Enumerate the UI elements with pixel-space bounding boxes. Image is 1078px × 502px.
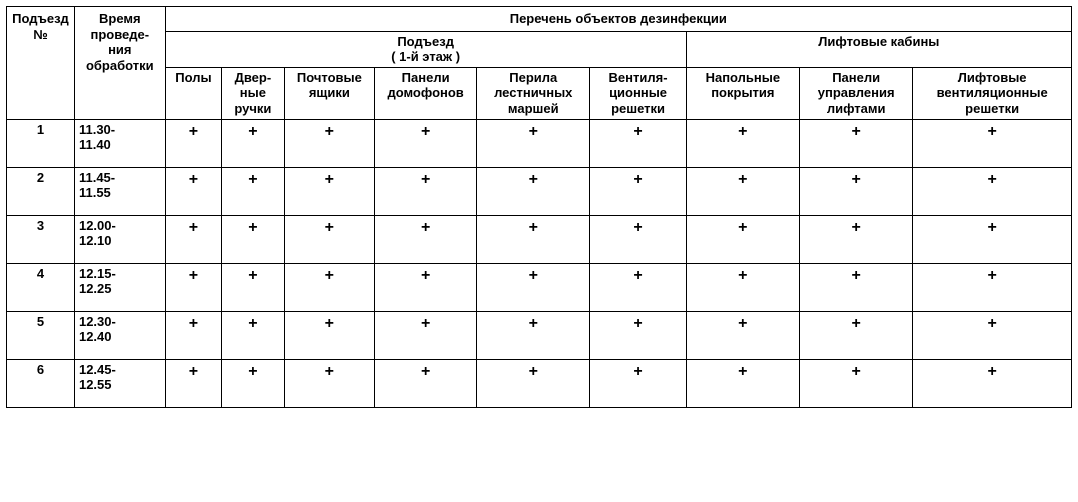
cell-check: + (222, 311, 284, 359)
cell-time: 12.15-12.25 (74, 263, 165, 311)
table-row: 612.45-12.55+++++++++ (7, 359, 1072, 407)
header-lift-section: Лифтовые кабины (686, 31, 1071, 67)
cell-entrance-no: 1 (7, 119, 75, 167)
cell-entrance-no: 4 (7, 263, 75, 311)
header-entrance-no: Подъезд № (7, 7, 75, 120)
header-lift-floor: Напольные покрытия (686, 67, 799, 119)
cell-check: + (590, 167, 686, 215)
cell-check: + (165, 119, 222, 167)
table-row: 111.30-11.40+++++++++ (7, 119, 1072, 167)
header-intercom-panels: Панели домофонов (375, 67, 477, 119)
cell-check: + (686, 215, 799, 263)
cell-check: + (477, 359, 590, 407)
table-body: 111.30-11.40+++++++++211.45-11.55+++++++… (7, 119, 1072, 407)
cell-check: + (913, 263, 1072, 311)
cell-check: + (590, 263, 686, 311)
cell-check: + (165, 167, 222, 215)
table-row: 211.45-11.55+++++++++ (7, 167, 1072, 215)
cell-check: + (800, 167, 913, 215)
cell-check: + (913, 311, 1072, 359)
cell-check: + (477, 215, 590, 263)
cell-check: + (913, 359, 1072, 407)
cell-entrance-no: 3 (7, 215, 75, 263)
cell-entrance-no: 2 (7, 167, 75, 215)
cell-check: + (222, 359, 284, 407)
header-vent-grids: Вентиля-ционные решетки (590, 67, 686, 119)
cell-check: + (800, 263, 913, 311)
cell-check: + (165, 263, 222, 311)
cell-check: + (375, 119, 477, 167)
cell-check: + (477, 311, 590, 359)
cell-check: + (800, 119, 913, 167)
cell-check: + (686, 119, 799, 167)
cell-check: + (222, 167, 284, 215)
cell-time: 12.30-12.40 (74, 311, 165, 359)
cell-check: + (800, 215, 913, 263)
cell-check: + (165, 215, 222, 263)
header-mailboxes: Почтовые ящики (284, 67, 375, 119)
table-header: Подъезд № Время проведе-ния обработки Пе… (7, 7, 1072, 120)
cell-time: 11.30-11.40 (74, 119, 165, 167)
cell-check: + (686, 311, 799, 359)
header-lift-vent: Лифтовые вентиляционные решетки (913, 67, 1072, 119)
cell-check: + (284, 167, 375, 215)
header-treatment-time: Время проведе-ния обработки (74, 7, 165, 120)
cell-check: + (800, 311, 913, 359)
cell-check: + (284, 263, 375, 311)
cell-check: + (477, 119, 590, 167)
cell-check: + (284, 119, 375, 167)
header-entrance-section: Подъезд( 1-й этаж ) (165, 31, 686, 67)
cell-check: + (913, 215, 1072, 263)
cell-check: + (477, 263, 590, 311)
cell-time: 12.45-12.55 (74, 359, 165, 407)
disinfection-schedule-table: Подъезд № Время проведе-ния обработки Пе… (6, 6, 1072, 408)
cell-check: + (375, 359, 477, 407)
cell-check: + (375, 311, 477, 359)
cell-check: + (913, 167, 1072, 215)
cell-entrance-no: 5 (7, 311, 75, 359)
cell-check: + (222, 119, 284, 167)
header-door-handles: Двер-ные ручки (222, 67, 284, 119)
cell-check: + (590, 359, 686, 407)
cell-check: + (686, 167, 799, 215)
table-row: 312.00-12.10+++++++++ (7, 215, 1072, 263)
cell-check: + (686, 263, 799, 311)
cell-check: + (222, 215, 284, 263)
cell-check: + (686, 359, 799, 407)
cell-check: + (222, 263, 284, 311)
cell-check: + (590, 119, 686, 167)
header-floors: Полы (165, 67, 222, 119)
cell-check: + (590, 215, 686, 263)
cell-check: + (913, 119, 1072, 167)
header-lift-panels: Панели управления лифтами (800, 67, 913, 119)
header-object-list: Перечень объектов дезинфекции (165, 7, 1071, 32)
table-row: 412.15-12.25+++++++++ (7, 263, 1072, 311)
cell-check: + (590, 311, 686, 359)
table-row: 512.30-12.40+++++++++ (7, 311, 1072, 359)
header-stair-railings: Перила лестничных маршей (477, 67, 590, 119)
cell-check: + (375, 263, 477, 311)
cell-check: + (375, 215, 477, 263)
cell-check: + (165, 311, 222, 359)
cell-check: + (284, 215, 375, 263)
cell-check: + (284, 311, 375, 359)
cell-check: + (800, 359, 913, 407)
cell-entrance-no: 6 (7, 359, 75, 407)
cell-check: + (477, 167, 590, 215)
cell-check: + (375, 167, 477, 215)
cell-check: + (284, 359, 375, 407)
cell-check: + (165, 359, 222, 407)
cell-time: 11.45-11.55 (74, 167, 165, 215)
cell-time: 12.00-12.10 (74, 215, 165, 263)
